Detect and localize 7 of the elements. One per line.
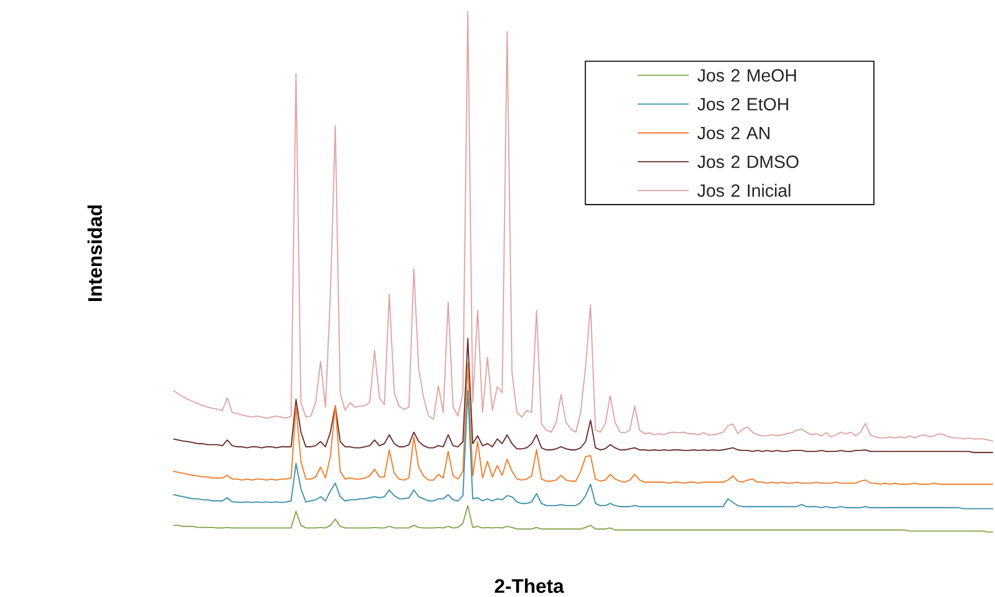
legend-label: Jos 2 AN <box>697 126 770 140</box>
x-axis-title: 2-Theta <box>494 578 564 594</box>
y-axis-title: Intensidad <box>88 205 102 302</box>
legend-label: Jos 2 MeOH <box>697 69 796 82</box>
legend-label: Jos 2 DMSO <box>697 156 798 168</box>
legend-label: Jos 2 EtOH <box>697 98 788 111</box>
legend-label: Jos 2 Inicial <box>697 184 790 197</box>
